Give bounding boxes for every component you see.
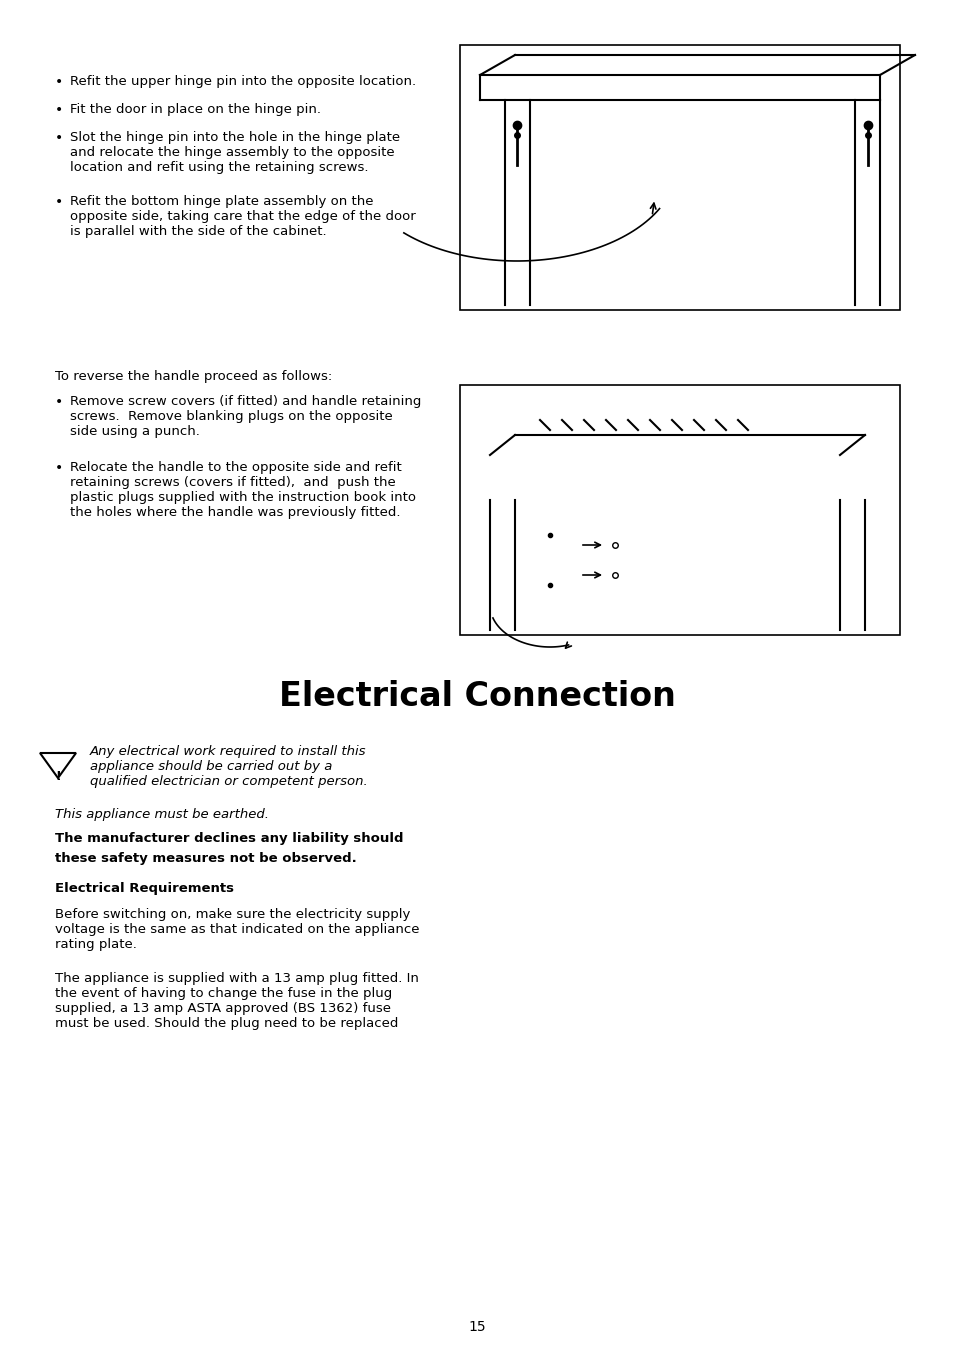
Text: Fit the door in place on the hinge pin.: Fit the door in place on the hinge pin. (70, 103, 320, 116)
Text: Electrical Requirements: Electrical Requirements (55, 882, 233, 894)
Polygon shape (40, 753, 76, 778)
Text: Refit the bottom hinge plate assembly on the
opposite side, taking care that the: Refit the bottom hinge plate assembly on… (70, 195, 416, 238)
Text: Refit the upper hinge pin into the opposite location.: Refit the upper hinge pin into the oppos… (70, 76, 416, 88)
Bar (820, 80, 864, 95)
Text: Relocate the handle to the opposite side and refit
retaining screws (covers if f: Relocate the handle to the opposite side… (70, 461, 416, 519)
Text: these safety measures not be observed.: these safety measures not be observed. (55, 852, 356, 865)
Text: Any electrical work required to install this
appliance should be carried out by : Any electrical work required to install … (90, 744, 367, 788)
Text: The manufacturer declines any liability should: The manufacturer declines any liability … (55, 832, 403, 844)
Text: This appliance must be earthed.: This appliance must be earthed. (55, 808, 269, 821)
Bar (459, 385, 899, 635)
Text: •: • (55, 131, 63, 145)
Text: 15: 15 (468, 1320, 485, 1333)
Text: •: • (55, 76, 63, 89)
Text: The appliance is supplied with a 13 amp plug fitted. In
the event of having to c: The appliance is supplied with a 13 amp … (55, 971, 418, 1029)
Bar (535, 520, 564, 600)
Text: To reverse the handle proceed as follows:: To reverse the handle proceed as follows… (55, 370, 332, 382)
Text: •: • (55, 195, 63, 209)
Text: •: • (55, 103, 63, 118)
Text: Remove screw covers (if fitted) and handle retaining
screws.  Remove blanking pl: Remove screw covers (if fitted) and hand… (70, 394, 421, 438)
Text: •: • (55, 461, 63, 476)
Text: !: ! (55, 770, 61, 784)
Text: •: • (55, 394, 63, 409)
Text: Before switching on, make sure the electricity supply
voltage is the same as tha: Before switching on, make sure the elect… (55, 908, 419, 951)
Bar (490, 409, 869, 455)
Text: Electrical Connection: Electrical Connection (278, 680, 675, 713)
Text: Slot the hinge pin into the hole in the hinge plate
and relocate the hinge assem: Slot the hinge pin into the hole in the … (70, 131, 399, 174)
Bar (459, 45, 899, 309)
